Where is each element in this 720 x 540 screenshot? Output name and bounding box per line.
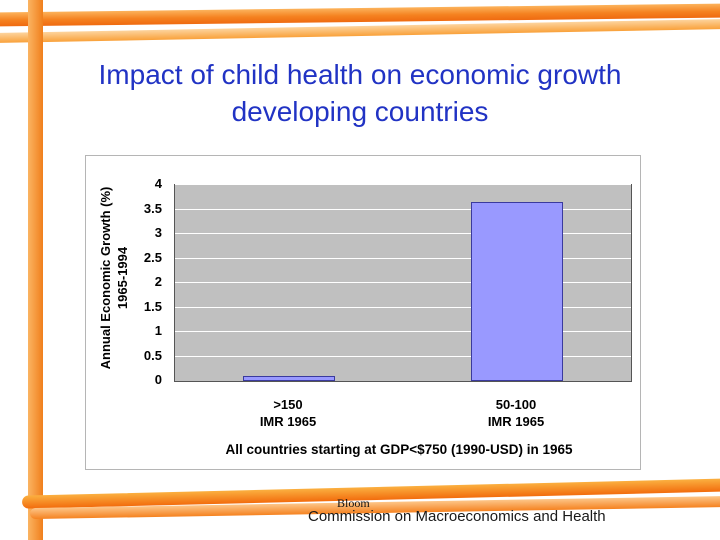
bar-50-100: [471, 202, 563, 381]
slide-title-line2: developing countries: [231, 96, 489, 127]
x-category-labels: >150 IMR 1965 50-100 IMR 1965: [174, 396, 630, 436]
left-ribbon: [28, 0, 43, 540]
slide-title: Impact of child health on economic growt…: [50, 56, 670, 130]
y-tick-label: 1.5: [143, 298, 162, 314]
x-axis-title: All countries starting at GDP<$750 (1990…: [225, 442, 573, 457]
chart-frame: Annual Economic Growth (%) 1965-1994 0 0.…: [85, 155, 641, 470]
gridline: [175, 331, 631, 332]
y-tick-label: 2: [154, 274, 162, 289]
y-axis-ticks: 0 0.5 1 1.5 2 2.5 3 3.5 4: [122, 176, 168, 387]
gridline: [175, 257, 631, 259]
y-tick-label: 3.5: [143, 200, 162, 216]
y-tick-label: 2.5: [143, 249, 162, 265]
y-tick-label: 1: [154, 323, 162, 338]
y-tick-label: 0: [154, 372, 162, 387]
gridline: [175, 355, 631, 357]
y-tick-label: 4: [154, 176, 162, 191]
gridline: [175, 282, 631, 283]
gridline: [175, 184, 631, 185]
y-tick-label: 0.5: [143, 347, 162, 363]
gridline: [175, 233, 631, 234]
y-axis-label-line1: Annual Economic Growth (%): [98, 186, 113, 370]
x-category-label: 50-100 IMR 1965: [487, 397, 545, 429]
gridline: [175, 208, 631, 210]
bar->150: [243, 376, 335, 381]
y-tick-label: 3: [154, 225, 162, 240]
gridline: [175, 306, 631, 308]
slide-title-line1: Impact of child health on economic growt…: [98, 59, 622, 90]
x-category-label: >150 IMR 1965: [259, 397, 317, 429]
plot-area: [174, 184, 632, 382]
